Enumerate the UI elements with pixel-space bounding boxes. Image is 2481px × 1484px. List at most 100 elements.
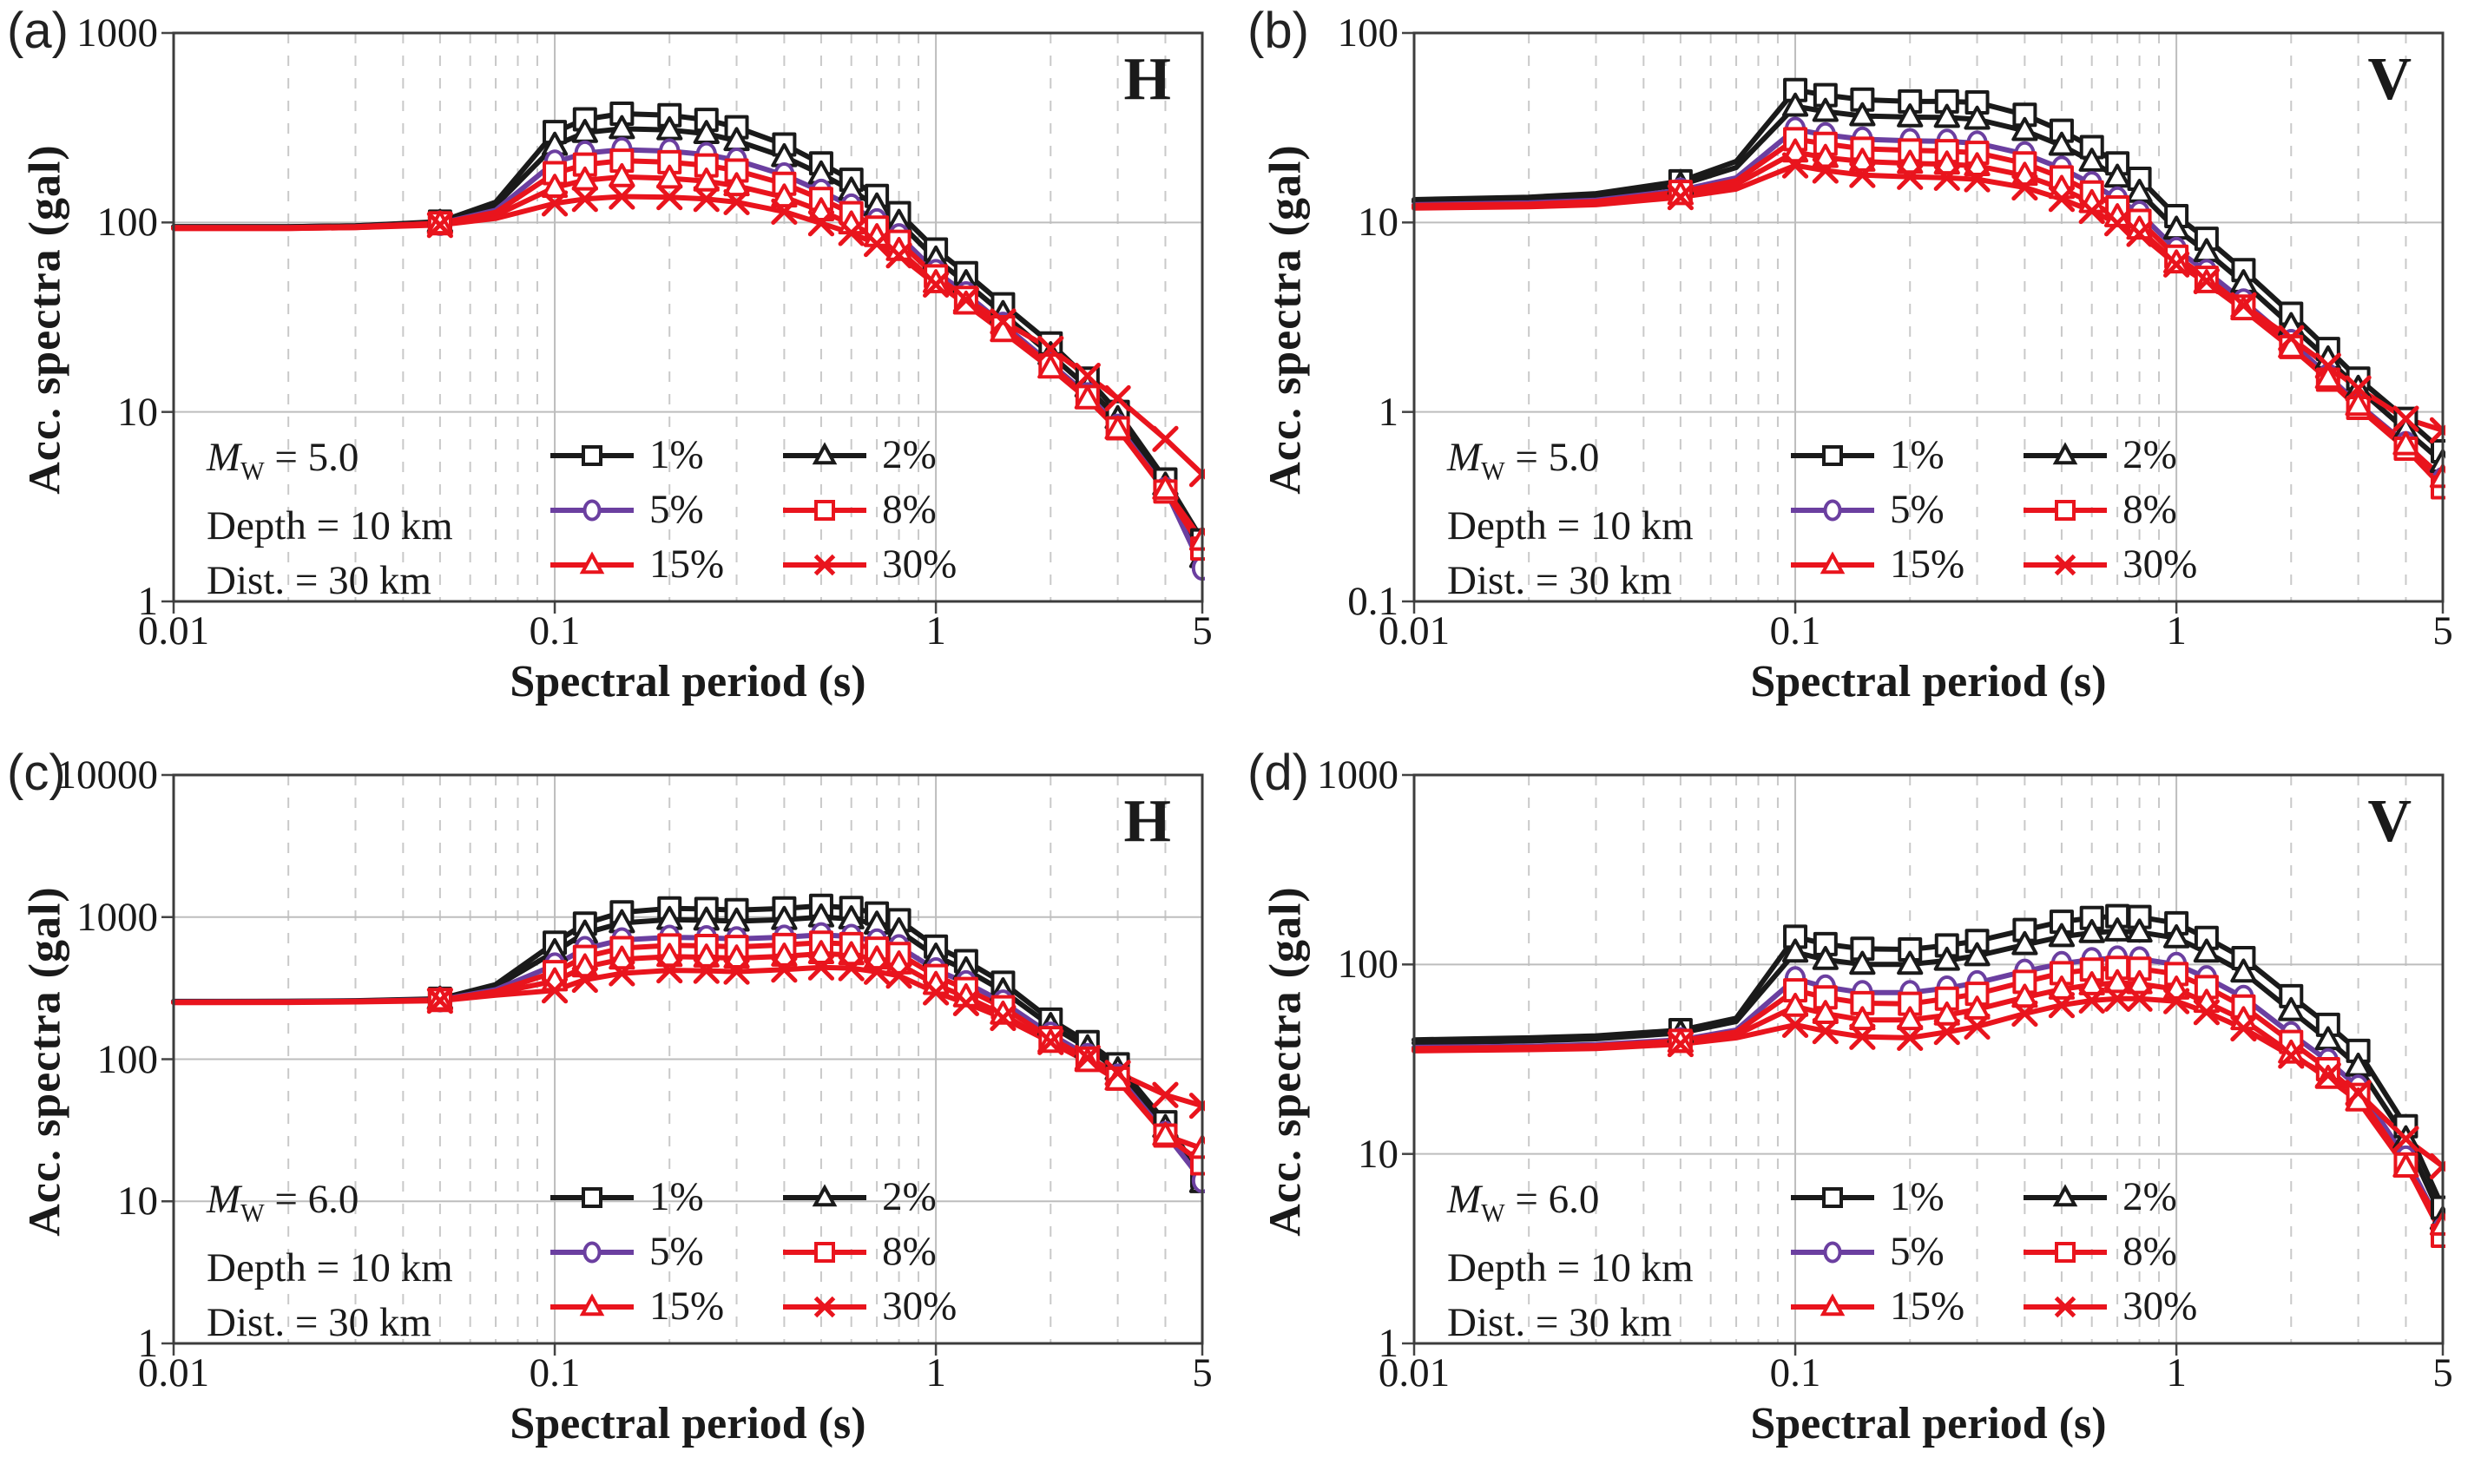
legend-marker-triangle-icon bbox=[2024, 441, 2108, 464]
legend-marker-triangle-icon bbox=[783, 1183, 867, 1206]
legend-entry-15%: 15% bbox=[1787, 543, 1964, 586]
markers-2% bbox=[1667, 917, 2445, 1231]
magnitude-label: MW = 6.0 bbox=[207, 1177, 359, 1228]
legend-entry-1%: 1% bbox=[547, 434, 724, 476]
legend-entry-label: 1% bbox=[1890, 432, 1945, 477]
legend-marker-square-icon bbox=[1791, 444, 1874, 466]
legend-d: MW = 6.0 Depth = 10 km Dist. = 30 km 1% 2… bbox=[1447, 1172, 2197, 1350]
legend-entry-30%: 30% bbox=[780, 1285, 957, 1328]
legend-entry-label: 2% bbox=[882, 1174, 937, 1219]
legend-entries: 1% 2% 5% 8% 15% 30% bbox=[547, 1172, 957, 1328]
legend-entry-8%: 8% bbox=[2020, 1231, 2197, 1273]
legend-marker-square-icon bbox=[783, 1241, 867, 1263]
legend-entry-label: 2% bbox=[2122, 1174, 2177, 1219]
legend-entry-label: 30% bbox=[882, 1284, 958, 1329]
legend-entry-label: 1% bbox=[1890, 1174, 1945, 1219]
markers-30% bbox=[1667, 152, 2445, 443]
x-tick-label: 5 bbox=[1192, 1350, 1213, 1395]
legend-entry-5%: 5% bbox=[1787, 489, 1964, 531]
legend-marker-square-icon bbox=[550, 1186, 634, 1208]
panel-a: (a) Acc. spectra (gal) 1000 100 10 1 H MW =… bbox=[0, 0, 1240, 742]
legend-entry-8%: 8% bbox=[780, 1231, 957, 1273]
legend-entry-5%: 5% bbox=[547, 489, 724, 531]
depth-label: Depth = 10 km bbox=[207, 503, 453, 549]
legend-entry-2%: 2% bbox=[780, 434, 957, 476]
legend-marker-x-icon bbox=[2024, 1296, 2108, 1317]
legend-entry-2%: 2% bbox=[2020, 434, 2197, 476]
x-axis-title: Spectral period (s) bbox=[1750, 1399, 2107, 1448]
legend-marker-triangle-icon bbox=[550, 1292, 634, 1316]
markers-30% bbox=[426, 954, 1205, 1120]
legend-marker-circle-icon bbox=[550, 499, 634, 521]
legend-entry-2%: 2% bbox=[780, 1176, 957, 1218]
legend-c: MW = 6.0 Depth = 10 km Dist. = 30 km 1% 2… bbox=[207, 1172, 957, 1350]
y-tick-label: 1 bbox=[1378, 389, 1399, 435]
x-tick-label: 5 bbox=[1192, 608, 1213, 653]
magnitude-label: MW = 6.0 bbox=[1447, 1177, 1600, 1228]
legend-entry-label: 30% bbox=[882, 542, 958, 587]
y-tick-label: 1000 bbox=[76, 894, 158, 940]
panel-d: (d) Acc. spectra (gal) 1000 100 10 1 V MW =… bbox=[1240, 742, 2481, 1484]
distance-label: Dist. = 30 km bbox=[1447, 1300, 1672, 1346]
y-tick-label: 100 bbox=[96, 1036, 159, 1082]
y-tick-label: 100 bbox=[1337, 10, 1399, 56]
legend-entry-label: 5% bbox=[1890, 487, 1945, 532]
panel-letter-c: (c) bbox=[7, 745, 66, 801]
component-label-v: V bbox=[2367, 46, 2412, 113]
legend-entry-1%: 1% bbox=[1787, 434, 1964, 476]
y-tick-label: 1 bbox=[137, 579, 159, 624]
legend-b: MW = 5.0 Depth = 10 km Dist. = 30 km 1% 2… bbox=[1447, 430, 2197, 608]
legend-entry-label: 1% bbox=[649, 432, 704, 477]
panel-letter-b: (b) bbox=[1247, 3, 1309, 59]
legend-entry-5%: 5% bbox=[1787, 1231, 1964, 1273]
legend-entry-label: 5% bbox=[1890, 1229, 1945, 1274]
y-tick-label: 10 bbox=[117, 389, 158, 435]
legend-entry-label: 15% bbox=[649, 542, 725, 587]
y-tick-label: 10000 bbox=[56, 752, 159, 798]
x-tick-label: 0.1 bbox=[1769, 1350, 1821, 1395]
y-tick-label: 1 bbox=[1378, 1321, 1399, 1366]
distance-label: Dist. = 30 km bbox=[1447, 558, 1672, 604]
magnitude-label: MW = 5.0 bbox=[207, 435, 359, 486]
legend-marker-triangle-icon bbox=[2024, 1183, 2108, 1206]
legend-entry-label: 15% bbox=[649, 1284, 725, 1329]
x-axis-title: Spectral period (s) bbox=[510, 657, 866, 706]
y-tick-label: 100 bbox=[96, 200, 159, 246]
legend-entry-15%: 15% bbox=[547, 543, 724, 586]
legend-entry-8%: 8% bbox=[2020, 489, 2197, 531]
legend-entry-label: 30% bbox=[2122, 1284, 2198, 1329]
plot-canvas-a bbox=[161, 31, 1205, 614]
legend-entry-8%: 8% bbox=[780, 489, 957, 531]
legend-marker-circle-icon bbox=[1791, 499, 1874, 521]
legend-entry-label: 2% bbox=[2122, 432, 2177, 477]
depth-label: Depth = 10 km bbox=[1447, 503, 1694, 549]
legend-marker-x-icon bbox=[783, 554, 867, 575]
legend-entry-label: 8% bbox=[2122, 487, 2177, 532]
component-label-h: H bbox=[1123, 46, 1171, 113]
legend-entry-label: 5% bbox=[649, 487, 704, 532]
scenario-params: MW = 6.0 Depth = 10 km Dist. = 30 km bbox=[1447, 1172, 1787, 1350]
legend-marker-triangle-icon bbox=[1791, 550, 1874, 574]
panel-letter-a: (a) bbox=[7, 3, 69, 59]
x-axis-title: Spectral period (s) bbox=[510, 1399, 866, 1448]
y-axis-title: Acc. spectra (gal) bbox=[1260, 144, 1311, 495]
legend-entry-2%: 2% bbox=[2020, 1176, 2197, 1218]
scenario-params: MW = 5.0 Depth = 10 km Dist. = 30 km bbox=[1447, 430, 1787, 608]
x-tick-label: 1 bbox=[925, 608, 946, 653]
legend-entry-30%: 30% bbox=[2020, 543, 2197, 586]
x-tick-label: 0.01 bbox=[137, 1350, 210, 1395]
y-axis-title: Acc. spectra (gal) bbox=[20, 144, 70, 495]
legend-entry-label: 5% bbox=[649, 1229, 704, 1274]
distance-label: Dist. = 30 km bbox=[207, 1300, 431, 1346]
panel-b: (b) Acc. spectra (gal) 100 10 1 0.1 V MW = … bbox=[1240, 0, 2481, 742]
y-tick-label: 10 bbox=[117, 1179, 158, 1225]
legend-entry-15%: 15% bbox=[547, 1285, 724, 1328]
legend-marker-square-icon bbox=[2024, 499, 2108, 521]
legend-a: MW = 5.0 Depth = 10 km Dist. = 30 km 1% 2… bbox=[207, 430, 957, 608]
plot-canvas-c bbox=[161, 773, 1205, 1356]
legend-marker-square-icon bbox=[2024, 1241, 2108, 1263]
legend-entries: 1% 2% 5% 8% 15% 30% bbox=[1787, 430, 2197, 586]
distance-label: Dist. = 30 km bbox=[207, 558, 431, 604]
y-tick-label: 1000 bbox=[1317, 752, 1398, 798]
legend-marker-triangle-icon bbox=[783, 441, 867, 464]
